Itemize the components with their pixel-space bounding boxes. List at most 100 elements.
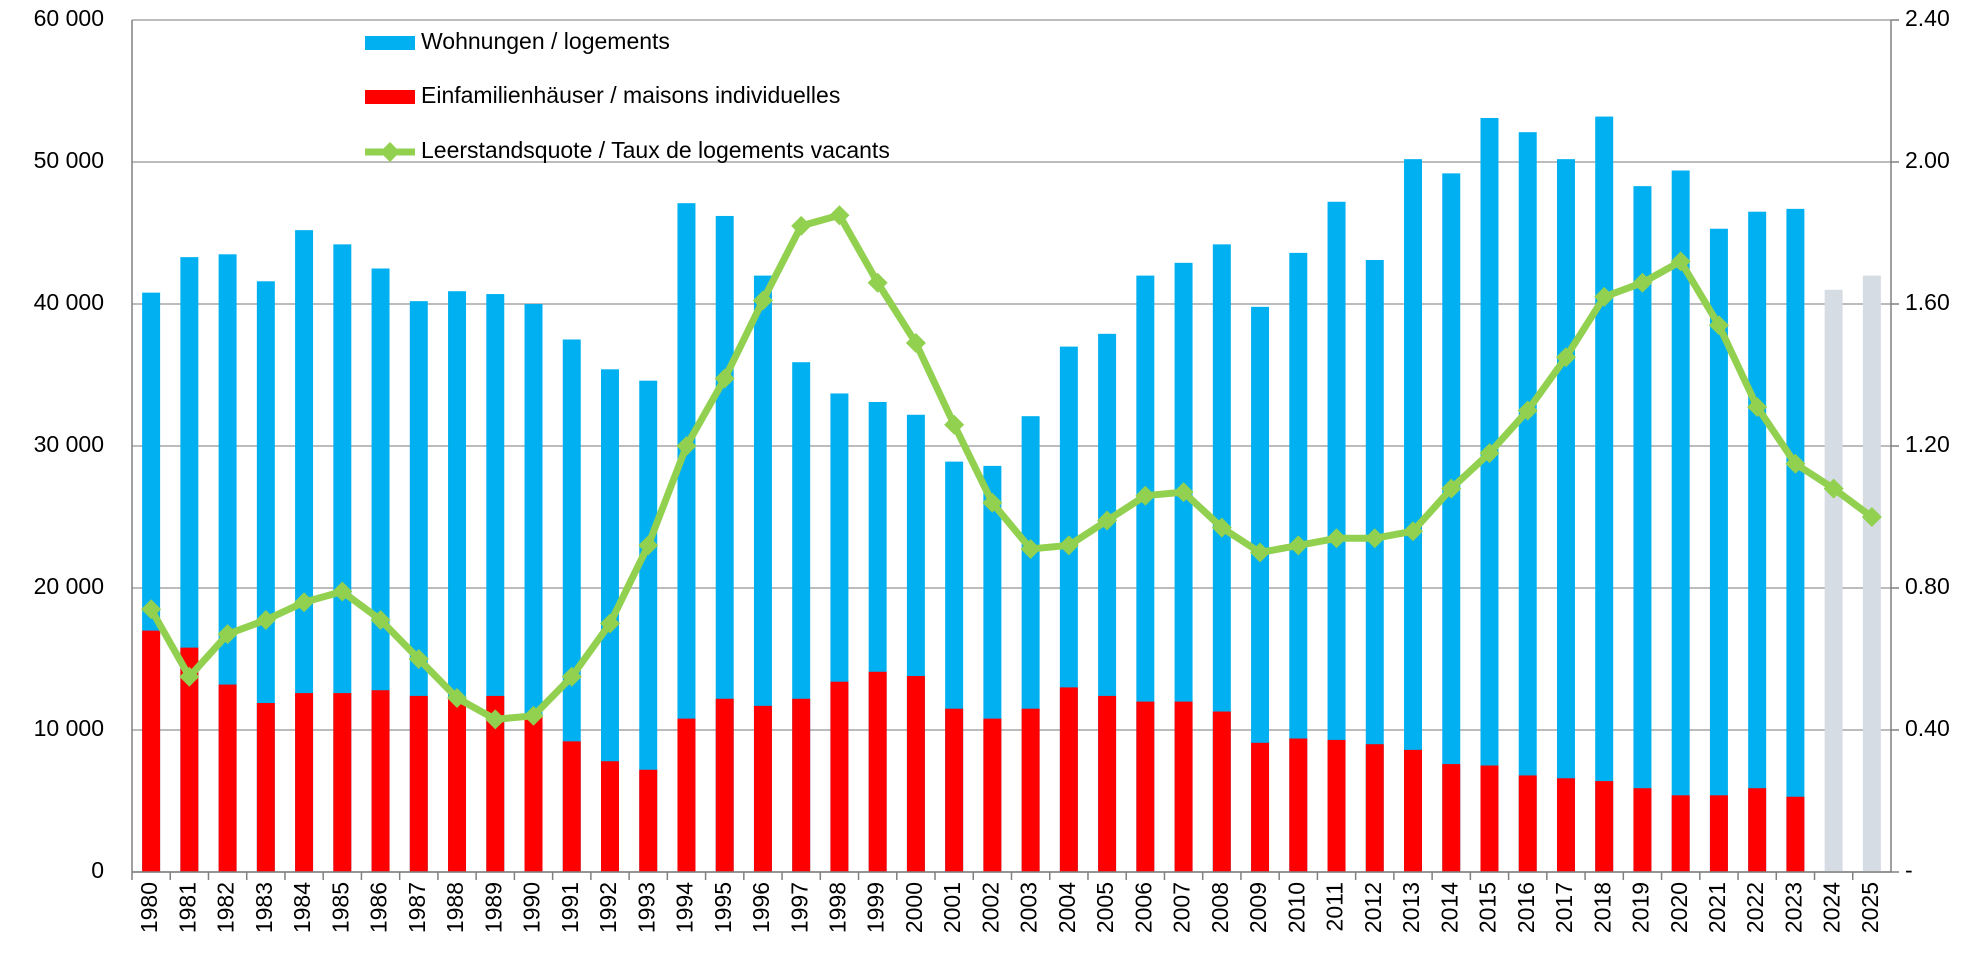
x-tick-label: 2015 — [1475, 882, 1501, 933]
line-marker — [523, 705, 544, 726]
bar — [639, 380, 658, 872]
bar — [1709, 795, 1728, 872]
bar — [562, 339, 581, 872]
x-tick-label: 2018 — [1589, 882, 1615, 933]
bar — [333, 693, 352, 872]
x-tick-label: 2024 — [1819, 882, 1845, 933]
bar — [524, 715, 543, 872]
line-marker — [867, 272, 888, 293]
line-marker — [1670, 251, 1691, 272]
x-tick-label: 2001 — [939, 882, 965, 933]
bar — [639, 769, 658, 872]
line-marker — [1211, 517, 1232, 538]
line-marker — [829, 205, 850, 226]
line-marker — [1364, 528, 1385, 549]
bar — [1748, 788, 1767, 872]
line-marker — [1250, 542, 1271, 563]
line-marker — [1135, 485, 1156, 506]
bar — [1480, 117, 1499, 873]
bar — [1633, 788, 1652, 872]
bar — [1824, 289, 1843, 872]
bar — [1556, 159, 1575, 872]
line-marker — [255, 609, 276, 630]
line-marker — [141, 599, 162, 620]
bar — [218, 684, 237, 872]
x-tick-label: 2021 — [1704, 882, 1730, 933]
bar — [868, 671, 887, 872]
bar — [906, 676, 925, 872]
x-tick-label: 2000 — [901, 882, 927, 933]
x-tick-label: 1995 — [710, 882, 736, 933]
line-marker — [1479, 443, 1500, 464]
bar — [1059, 687, 1078, 872]
line-marker — [561, 666, 582, 687]
x-tick-label: 2025 — [1857, 882, 1883, 933]
x-tick-label: 1985 — [327, 882, 353, 933]
bar — [1518, 775, 1537, 872]
bar — [562, 741, 581, 872]
bar — [1404, 749, 1422, 872]
x-tick-label: 1981 — [174, 882, 200, 933]
x-tick-label: 1994 — [672, 882, 698, 933]
x-tick-label: 2013 — [1398, 882, 1424, 933]
line-marker — [752, 290, 773, 311]
bar — [601, 761, 619, 872]
line-marker — [1173, 482, 1194, 503]
x-tick-label: 2023 — [1780, 882, 1806, 933]
line-marker — [1058, 535, 1079, 556]
line-marker — [1594, 286, 1615, 307]
line-marker — [485, 709, 506, 730]
x-tick-label: 2006 — [1130, 882, 1156, 933]
line-marker — [1403, 521, 1424, 542]
y2-tick-label: 2.00 — [1905, 147, 1950, 173]
line-marker — [944, 414, 965, 435]
bar — [1174, 701, 1193, 872]
bar — [1021, 708, 1040, 872]
bar — [1709, 228, 1728, 873]
x-tick-label: 2017 — [1551, 882, 1577, 933]
legend-swatch — [365, 36, 415, 50]
line-marker — [1555, 347, 1576, 368]
bar — [1518, 132, 1537, 872]
line-marker — [714, 368, 735, 389]
y-tick-label: 0 — [91, 857, 104, 883]
line-marker — [638, 535, 659, 556]
bar — [1289, 252, 1308, 872]
x-tick-label: 2019 — [1628, 882, 1654, 933]
x-tick-label: 2002 — [977, 882, 1003, 933]
bar — [1480, 765, 1499, 872]
bar — [1595, 116, 1614, 872]
x-tick-label: 2010 — [1283, 882, 1309, 933]
bar — [945, 708, 964, 872]
x-tick-label: 1989 — [480, 882, 506, 933]
bar — [486, 695, 505, 872]
line-marker — [1441, 478, 1462, 499]
line-marker — [599, 613, 620, 634]
bar — [983, 718, 1002, 872]
x-tick-label: 2008 — [1207, 882, 1233, 933]
line-marker — [905, 333, 926, 354]
bar — [1404, 159, 1422, 872]
x-tick-label: 1990 — [519, 882, 545, 933]
x-tick-label: 2011 — [1322, 882, 1348, 931]
bar — [1289, 738, 1308, 872]
x-tick-label: 2009 — [1245, 882, 1271, 933]
bar — [792, 698, 811, 872]
bar — [1633, 186, 1652, 872]
x-tick-label: 1992 — [595, 882, 621, 933]
bar — [1212, 711, 1231, 872]
bar — [1442, 173, 1461, 873]
y2-tick-label: 1.20 — [1905, 431, 1950, 457]
line-marker — [1708, 315, 1729, 336]
line-marker — [408, 649, 429, 669]
bar — [1671, 170, 1690, 872]
x-tick-label: 1986 — [366, 882, 392, 933]
line-marker — [982, 492, 1003, 513]
x-tick-label: 1987 — [404, 882, 430, 933]
line-marker — [1747, 396, 1768, 417]
line-marker — [1861, 507, 1882, 527]
x-tick-label: 1982 — [213, 882, 239, 933]
line-marker — [332, 581, 353, 602]
line-marker — [370, 609, 391, 630]
x-tick-label: 2005 — [1092, 882, 1118, 933]
